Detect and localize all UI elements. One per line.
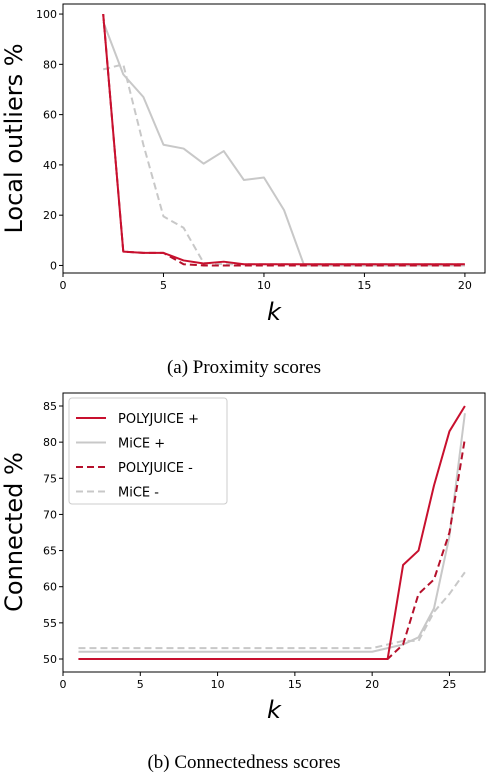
y-tick-label: 40 (43, 159, 57, 172)
legend: POLYJUICE + MiCE + POLYJUICE - MiCE - (68, 397, 228, 505)
x-tick-label: 5 (160, 279, 167, 292)
y-tick-label: 65 (43, 545, 57, 558)
caption: (a) Proximity scores (167, 357, 321, 378)
x-tick-label: 0 (60, 678, 67, 691)
x-tick-label: 10 (257, 279, 271, 292)
y-tick-label: 60 (43, 581, 57, 594)
series-line (78, 405, 466, 660)
series-line (102, 63, 465, 266)
series-group (102, 13, 465, 267)
y-tick-label: 55 (43, 617, 57, 630)
y-axis-label: Local outliers % (0, 43, 28, 233)
y-tick-label: 50 (43, 653, 57, 666)
x-axis-label: k (267, 298, 282, 326)
x-tick-label: 25 (442, 678, 456, 691)
x-tick-label: 10 (211, 678, 225, 691)
plot-frame (62, 392, 486, 673)
y-tick-label: 100 (36, 8, 57, 21)
x-tick-label: 5 (137, 678, 144, 691)
y-tick-label: 85 (43, 400, 57, 413)
legend-box (68, 397, 228, 505)
y-tick-label: 70 (43, 508, 57, 521)
y-tick-label: 75 (43, 472, 57, 485)
y-tick-label: 0 (50, 259, 57, 272)
x-tick-label: 0 (60, 279, 67, 292)
series-line (102, 13, 465, 267)
x-tick-label: 15 (288, 678, 302, 691)
x-tick-label: 20 (365, 678, 379, 691)
x-tick-label: 15 (357, 279, 371, 292)
legend-label: POLYJUICE + (118, 412, 199, 427)
tick-group: 0 5 10 15 20 25 50 55 60 65 70 75 80 85 (43, 400, 456, 691)
y-tick-label: 20 (43, 209, 57, 222)
y-tick-label: 80 (43, 58, 57, 71)
series-line (102, 13, 465, 266)
series-line (78, 571, 466, 650)
x-axis-label: k (267, 696, 282, 724)
tick-group: 0 5 10 15 20 0 20 40 60 80 100 (36, 8, 472, 292)
series-line (78, 413, 466, 653)
x-tick-label: 20 (458, 279, 472, 292)
plot-frame (62, 3, 486, 274)
series-line (102, 21, 465, 267)
legend-label: POLYJUICE - (118, 461, 193, 476)
series-group (78, 405, 466, 660)
legend-label: MiCE + (118, 437, 165, 452)
caption: (b) Connectedness scores (147, 752, 340, 773)
y-axis-label: Connected % (0, 452, 28, 612)
y-tick-label: 80 (43, 436, 57, 449)
y-tick-label: 60 (43, 109, 57, 122)
legend-label: MiCE - (118, 486, 159, 501)
connectedness-chart: 0 5 10 15 20 25 50 55 60 65 70 75 80 85 POLYJUICE + Mi… (0, 392, 486, 773)
